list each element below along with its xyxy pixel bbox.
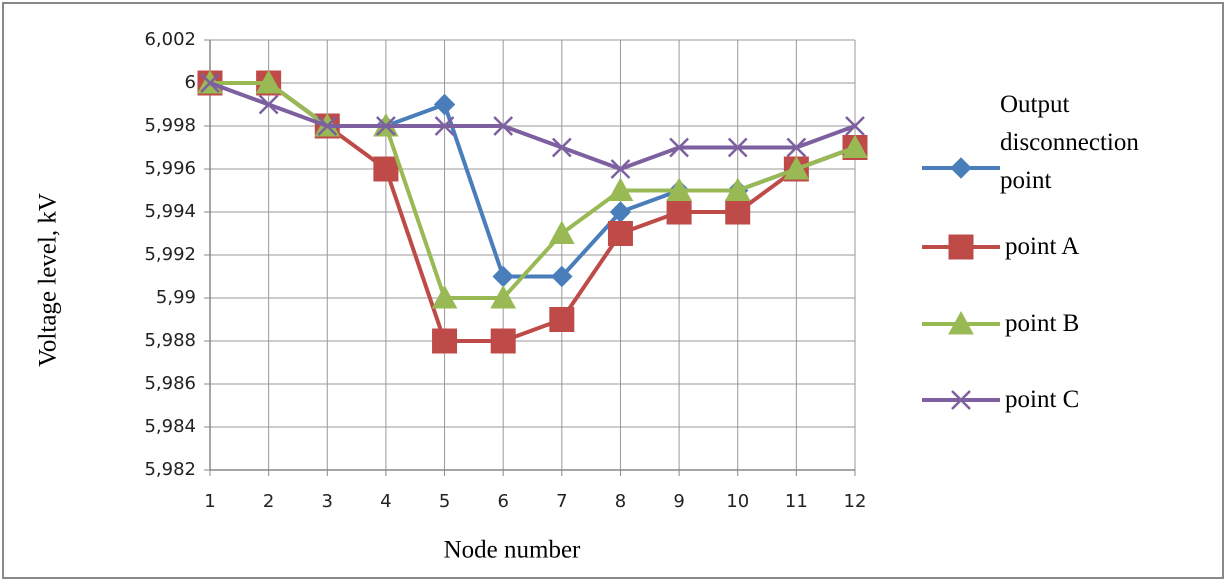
y-tick-label: 5,99 — [156, 287, 196, 308]
series-line — [210, 81, 856, 300]
data-point — [842, 134, 868, 158]
x-tick-label: 3 — [322, 491, 333, 512]
data-point — [727, 137, 748, 158]
data-point — [432, 328, 458, 354]
y-tick-label: 5,992 — [144, 244, 196, 265]
data-point — [786, 137, 807, 158]
y-tick-label: 5,982 — [144, 459, 196, 480]
x-tick-label: 12 — [844, 491, 867, 512]
y-tick-label: 5,994 — [144, 201, 196, 222]
data-point — [607, 221, 633, 246]
x-tick-label: 5 — [439, 491, 450, 512]
data-point — [434, 116, 455, 136]
y-tick-label: 5,984 — [144, 416, 196, 437]
y-tick-label: 5,998 — [144, 115, 196, 136]
legend-marker — [948, 310, 974, 335]
data-point — [431, 284, 458, 309]
data-point — [607, 177, 634, 201]
data-point — [433, 93, 456, 116]
y-tick-label: 6 — [185, 72, 196, 93]
x-tick-label: 9 — [673, 491, 684, 512]
data-point — [258, 94, 279, 115]
x-tick-label: 11 — [785, 491, 808, 512]
data-point — [783, 155, 810, 180]
data-point — [845, 116, 865, 136]
data-point — [317, 116, 338, 136]
data-point — [255, 69, 282, 94]
legend-label: Output disconnection point — [1000, 91, 1139, 194]
x-tick-label: 2 — [263, 491, 274, 512]
data-point — [551, 265, 573, 288]
y-tick-label: 5,988 — [144, 330, 196, 351]
data-point — [610, 159, 631, 179]
legend-marker — [951, 390, 971, 410]
x-tick-label: 7 — [556, 491, 567, 512]
data-point — [669, 137, 689, 158]
legend-label: point A — [1005, 233, 1080, 260]
legend-marker — [950, 157, 972, 179]
legend-label: point C — [1005, 386, 1080, 413]
x-tick-label: 1 — [204, 491, 215, 512]
x-tick-label: 10 — [726, 491, 749, 512]
series-line — [209, 81, 856, 171]
data-point — [200, 73, 220, 93]
data-point — [490, 284, 517, 309]
data-point — [725, 199, 751, 225]
x-axis-title: Node number — [444, 537, 581, 564]
x-tick-label: 4 — [380, 491, 391, 512]
data-point — [548, 220, 575, 244]
legend-marker — [948, 234, 974, 260]
x-tick-label: 8 — [615, 491, 626, 512]
data-point — [376, 116, 396, 136]
data-point — [666, 199, 692, 225]
y-tick-label: 5,996 — [144, 158, 196, 179]
data-point — [724, 177, 751, 201]
y-tick-label: 6,002 — [144, 29, 196, 50]
y-tick-label: 5,986 — [144, 373, 196, 394]
data-point — [549, 307, 575, 332]
data-point — [666, 177, 692, 201]
y-axis-title: Voltage level, kV — [35, 193, 62, 367]
data-point — [493, 116, 514, 136]
legend-label: point B — [1005, 310, 1080, 337]
data-point — [551, 137, 572, 158]
x-tick-label: 6 — [497, 491, 508, 512]
data-point — [490, 328, 516, 354]
data-point — [373, 156, 399, 182]
